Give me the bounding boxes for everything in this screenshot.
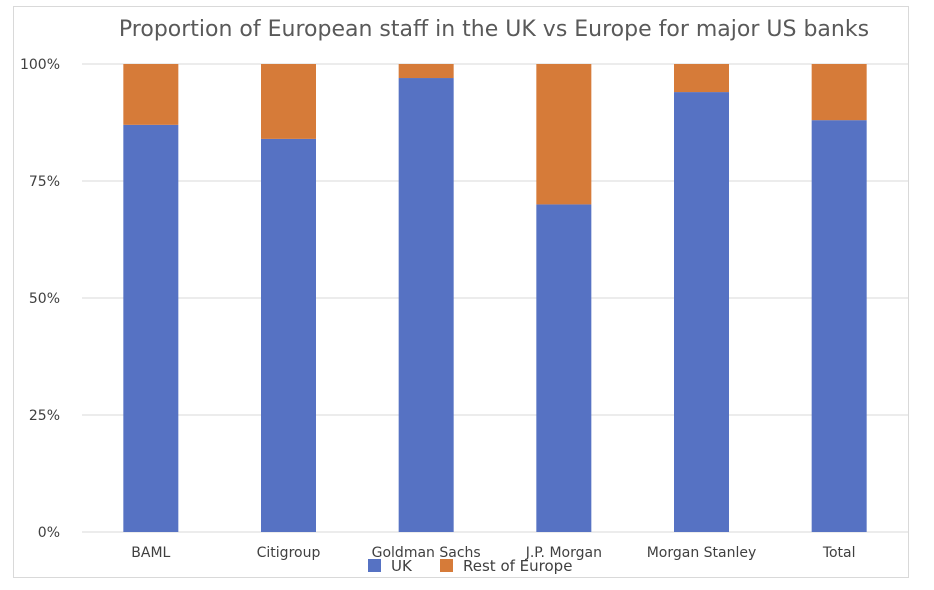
bar-segment-uk [674, 92, 729, 532]
x-tick-label: J.P. Morgan [525, 545, 602, 561]
y-tick-label: 0% [38, 525, 60, 541]
x-tick-label: Goldman Sachs [372, 545, 481, 561]
bar-segment-uk [536, 204, 592, 532]
y-tick-label: 25% [29, 408, 60, 424]
x-tick-label: Total [822, 545, 856, 561]
bar-segment-rest-of-europe [398, 64, 454, 79]
legend-label: Rest of Europe [463, 557, 572, 575]
legend-label: UK [391, 557, 413, 575]
y-tick-label: 100% [20, 57, 60, 73]
x-tick-label: BAML [131, 545, 170, 561]
y-tick-label: 50% [29, 291, 60, 307]
bar-segment-uk [261, 138, 316, 532]
gridlines [82, 63, 908, 533]
bar-segment-uk [811, 120, 867, 532]
legend: UK Rest of Europe [368, 557, 572, 575]
legend-swatch [440, 559, 453, 572]
bar-segment-uk [398, 78, 454, 532]
bar-segment-rest-of-europe [674, 64, 729, 93]
bar-segment-rest-of-europe [811, 64, 867, 121]
y-tick-label: 75% [29, 174, 60, 190]
bars [123, 64, 867, 532]
y-axis-labels: 0% 25% 50% 75% 100% [20, 57, 60, 541]
x-tick-label: Citigroup [257, 545, 321, 561]
bar-segment-rest-of-europe [261, 64, 316, 139]
bar-segment-rest-of-europe [536, 64, 592, 205]
bar-segment-rest-of-europe [123, 64, 179, 125]
x-axis-labels: BAML Citigroup Goldman Sachs J.P. Morgan Mor… [131, 545, 855, 561]
legend-swatch [368, 559, 381, 572]
chart-title: Proportion of European staff in the UK v… [119, 17, 869, 42]
x-tick-label: Morgan Stanley [647, 545, 757, 561]
bar-segment-uk [123, 124, 179, 532]
